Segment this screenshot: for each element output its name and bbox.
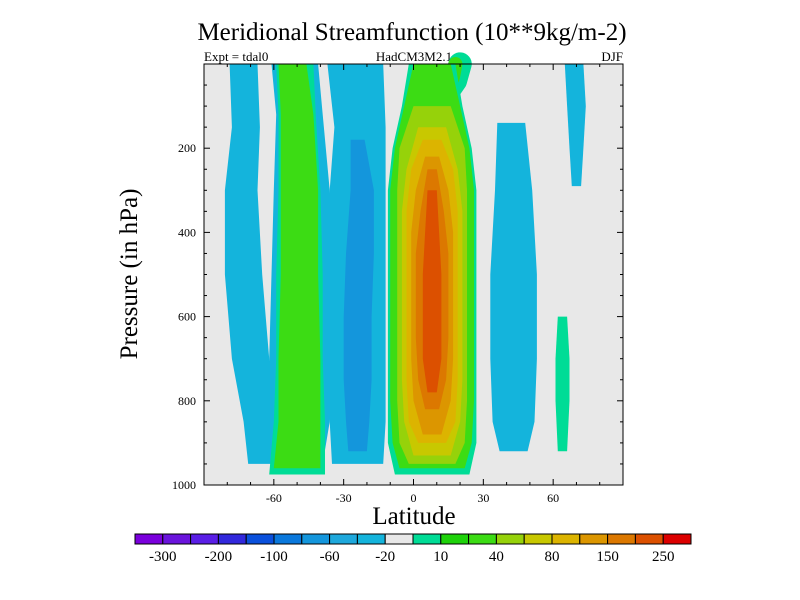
colorbar-swatch — [412, 533, 442, 545]
x-tick-label: 30 — [477, 491, 489, 505]
colorbar-swatch — [301, 533, 331, 545]
colorbar-swatch — [495, 533, 525, 545]
colorbar-swatch — [162, 533, 192, 545]
colorbar-swatch — [523, 533, 553, 545]
y-tick-label: 600 — [178, 310, 196, 324]
colorbar-swatch — [440, 533, 470, 545]
colorbar-label: -200 — [205, 549, 233, 565]
contour-band-10-8 — [555, 316, 570, 452]
colorbar-swatch — [634, 533, 664, 545]
colorbar-swatch — [579, 533, 609, 545]
contour-fills — [224, 52, 586, 475]
colorbar-label: 150 — [596, 549, 619, 565]
colorbar-swatch — [134, 533, 164, 545]
colorbar: -300 -200 -100 -60 -20 10 40 80 150 250 — [134, 533, 692, 565]
colorbar-swatch — [245, 533, 275, 545]
subtitle-season: DJF — [601, 49, 623, 64]
colorbar-swatch — [607, 533, 636, 545]
colorbar-swatch — [273, 533, 303, 545]
subtitle-experiment: Expt = tdal0 — [204, 49, 268, 64]
colorbar-swatch — [551, 533, 581, 545]
colorbar-label: -300 — [149, 549, 177, 565]
x-tick-label: 60 — [547, 491, 559, 505]
colorbar-swatch — [468, 533, 497, 545]
contour-band--20-0 — [224, 64, 277, 464]
y-tick-label: 200 — [178, 141, 196, 155]
chart-title: Meridional Streamfunction (10**9kg/m-2) — [197, 19, 626, 46]
colorbar-swatch — [329, 533, 358, 545]
y-axis-label: Pressure (in hPa) — [116, 189, 143, 360]
axis-ticks: -60 -30 0 30 60 200 400 600 800 1000 — [172, 63, 624, 505]
colorbar-label: 40 — [489, 549, 504, 565]
x-tick-label: 0 — [411, 491, 417, 505]
colorbar-swatch — [356, 533, 386, 545]
colorbar-label: 10 — [433, 549, 448, 565]
contour-band--60-5 — [343, 139, 374, 452]
subtitle-model: HadCM3M2.1 — [376, 49, 452, 64]
x-tick-label: -60 — [266, 491, 282, 505]
central-cell-level-250 — [422, 190, 442, 393]
x-axis-label: Latitude — [372, 503, 455, 530]
colorbar-swatch — [190, 533, 219, 545]
contour-band--20-6 — [490, 122, 537, 452]
plot-area: -60 -30 0 30 60 200 400 600 800 1000 — [172, 52, 624, 505]
y-tick-label: 1000 — [172, 478, 196, 492]
contour-band--20-7 — [564, 64, 586, 187]
y-tick-label: 400 — [178, 225, 196, 239]
colorbar-label: -100 — [260, 549, 288, 565]
x-tick-label: -30 — [336, 491, 352, 505]
contour-band-40-3 — [273, 64, 321, 469]
colorbar-label: 250 — [652, 549, 675, 565]
colorbar-label: -60 — [320, 549, 340, 565]
colorbar-label: 80 — [545, 549, 560, 565]
colorbar-label: -20 — [375, 549, 395, 565]
colorbar-swatch — [384, 533, 414, 545]
y-tick-label: 800 — [178, 394, 196, 408]
colorbar-swatch — [662, 533, 692, 545]
colorbar-swatch — [217, 533, 247, 545]
